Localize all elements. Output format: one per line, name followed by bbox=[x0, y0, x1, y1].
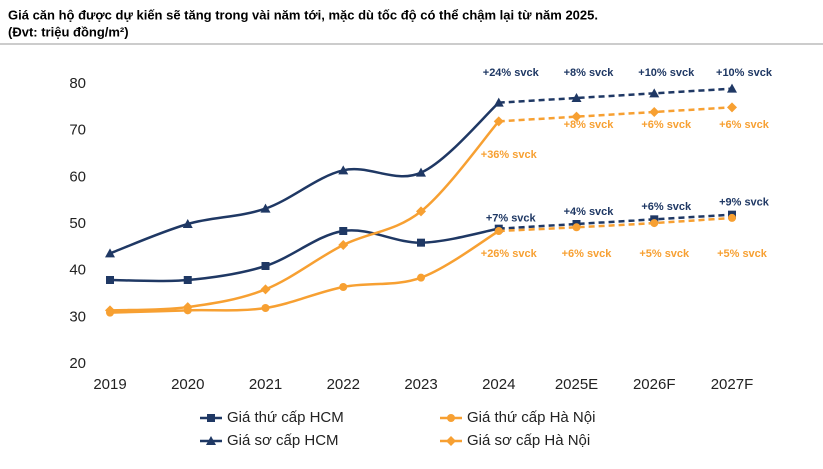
x-tick-label: 2022 bbox=[327, 376, 360, 393]
legend-marker bbox=[447, 414, 455, 422]
y-tick-label: 20 bbox=[69, 355, 86, 372]
point bbox=[417, 273, 425, 282]
annotation: +24% svck bbox=[483, 67, 540, 79]
point bbox=[727, 83, 737, 93]
point bbox=[183, 276, 192, 284]
x-tick-label: 2019 bbox=[93, 376, 126, 393]
y-tick-label: 70 bbox=[69, 122, 86, 139]
point bbox=[649, 88, 660, 98]
forecast-line bbox=[498, 106, 733, 123]
forecast-line bbox=[498, 87, 733, 104]
annotation: +10% svck bbox=[638, 67, 695, 79]
annotation: +6% svck bbox=[641, 119, 692, 131]
y-tick-label: 80 bbox=[69, 75, 86, 92]
point bbox=[339, 283, 348, 291]
point bbox=[493, 116, 504, 127]
point bbox=[650, 219, 659, 228]
x-tick-label: 2027F bbox=[711, 376, 754, 393]
point bbox=[727, 102, 737, 113]
legend-label: Giá sơ cấp Hà Nội bbox=[467, 432, 590, 449]
legend-label: Giá thứ cấp Hà Nội bbox=[467, 409, 595, 426]
forecast-line bbox=[498, 213, 733, 230]
annotation: +6% svck bbox=[641, 201, 692, 213]
y-tick-label: 50 bbox=[69, 215, 86, 232]
point bbox=[339, 227, 348, 235]
point bbox=[260, 203, 271, 213]
annotation: +10% svck bbox=[716, 67, 773, 79]
point bbox=[571, 111, 582, 122]
point bbox=[261, 262, 270, 270]
annotation: +36% svck bbox=[481, 149, 538, 161]
point bbox=[106, 276, 114, 284]
annotation: +5% svck bbox=[639, 248, 690, 260]
chart-title: Giá căn hộ được dự kiến sẽ tăng trong và… bbox=[8, 7, 598, 22]
annotation: +8% svck bbox=[564, 119, 615, 131]
y-tick-label: 40 bbox=[69, 262, 86, 279]
annotation: +7% svck bbox=[486, 213, 537, 225]
legend-marker bbox=[207, 414, 215, 422]
series-line bbox=[109, 229, 500, 314]
legend-marker bbox=[446, 436, 456, 446]
series-line bbox=[109, 101, 500, 255]
x-tick-label: 2026F bbox=[633, 376, 676, 393]
point bbox=[416, 206, 426, 217]
annotation: +5% svck bbox=[717, 248, 768, 260]
x-tick-label: 2020 bbox=[171, 376, 204, 393]
annotation: +6% svck bbox=[562, 248, 613, 260]
chart-subtitle: (Đvt: triệu đồng/m²) bbox=[8, 24, 129, 39]
x-tick-label: 2021 bbox=[249, 376, 282, 393]
point bbox=[572, 223, 581, 232]
annotation: +4% svck bbox=[564, 206, 615, 218]
point bbox=[416, 167, 426, 177]
annotation: +26% svck bbox=[481, 248, 538, 260]
legend-label: Giá sơ cấp HCM bbox=[227, 432, 339, 449]
point bbox=[728, 213, 736, 222]
point bbox=[105, 248, 115, 258]
point bbox=[417, 238, 425, 247]
point bbox=[261, 304, 270, 312]
annotation: +6% svck bbox=[719, 119, 770, 131]
y-tick-label: 30 bbox=[69, 308, 86, 325]
legend-marker bbox=[206, 436, 216, 445]
point bbox=[649, 107, 660, 117]
forecast-line bbox=[498, 216, 733, 233]
point bbox=[571, 93, 582, 102]
y-tick-label: 60 bbox=[69, 168, 86, 185]
point bbox=[493, 97, 504, 107]
point bbox=[338, 240, 349, 250]
legend-label: Giá thứ cấp HCM bbox=[227, 409, 344, 426]
series-line bbox=[109, 227, 499, 283]
point bbox=[105, 305, 115, 316]
point bbox=[494, 227, 503, 235]
annotation: +9% svck bbox=[719, 197, 770, 209]
x-tick-label: 2023 bbox=[404, 376, 437, 393]
annotation: +8% svck bbox=[564, 67, 615, 79]
point bbox=[338, 165, 349, 175]
x-tick-label: 2025E bbox=[555, 376, 598, 393]
point bbox=[260, 284, 271, 295]
point bbox=[182, 219, 193, 228]
x-tick-label: 2024 bbox=[482, 376, 515, 393]
point bbox=[182, 302, 193, 313]
